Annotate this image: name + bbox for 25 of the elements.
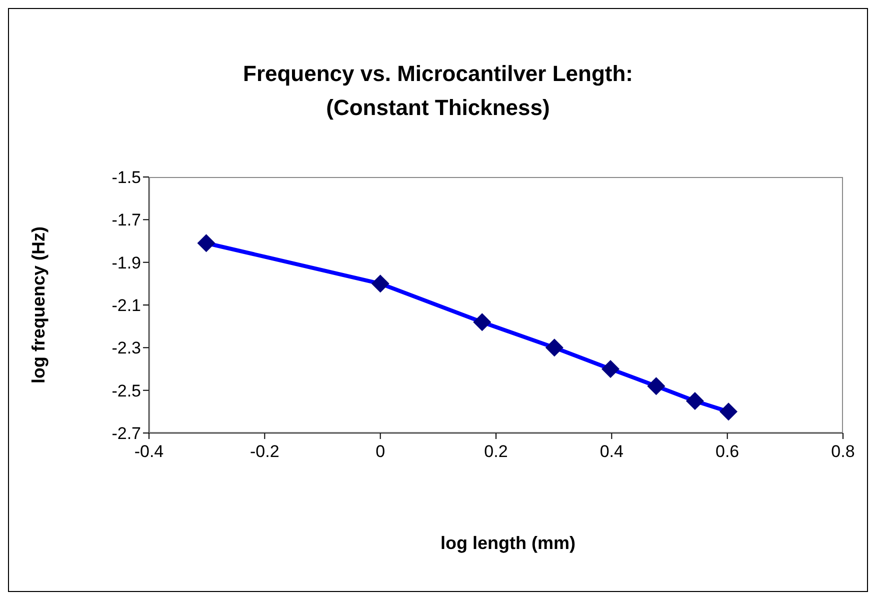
chart-title: Frequency vs. Microcantilver Length: (Constant Thickness) bbox=[242, 60, 634, 122]
point bbox=[602, 360, 620, 378]
point bbox=[545, 338, 564, 357]
x-tick-label: 0.8 bbox=[831, 442, 855, 462]
x-tick-label: 0.4 bbox=[600, 442, 624, 462]
x-axis-title: log length (mm) bbox=[440, 533, 576, 554]
point bbox=[473, 313, 492, 332]
y-tick-label: -2.1 bbox=[112, 296, 141, 316]
y-axis-title: log frequency (Hz) bbox=[28, 226, 50, 384]
y-tick-label: -2.3 bbox=[112, 338, 141, 358]
y-tick-label: -1.7 bbox=[112, 210, 141, 230]
x-tick-label: -0.4 bbox=[134, 442, 164, 462]
y-tick-label: -2.5 bbox=[112, 381, 141, 400]
x-tick-label: 0.6 bbox=[716, 442, 740, 462]
y-tick-label: -1.9 bbox=[112, 253, 141, 272]
x-tick-label: -0.2 bbox=[250, 442, 280, 462]
point bbox=[686, 392, 704, 410]
point bbox=[719, 402, 738, 421]
point bbox=[647, 377, 666, 396]
y-tick-label: -2.7 bbox=[112, 424, 141, 444]
x-tick-label: 0 bbox=[376, 442, 386, 462]
point bbox=[197, 234, 216, 252]
point bbox=[371, 274, 390, 293]
x-tick-label: 0.2 bbox=[484, 442, 508, 462]
y-tick-label: -1.5 bbox=[112, 168, 141, 188]
